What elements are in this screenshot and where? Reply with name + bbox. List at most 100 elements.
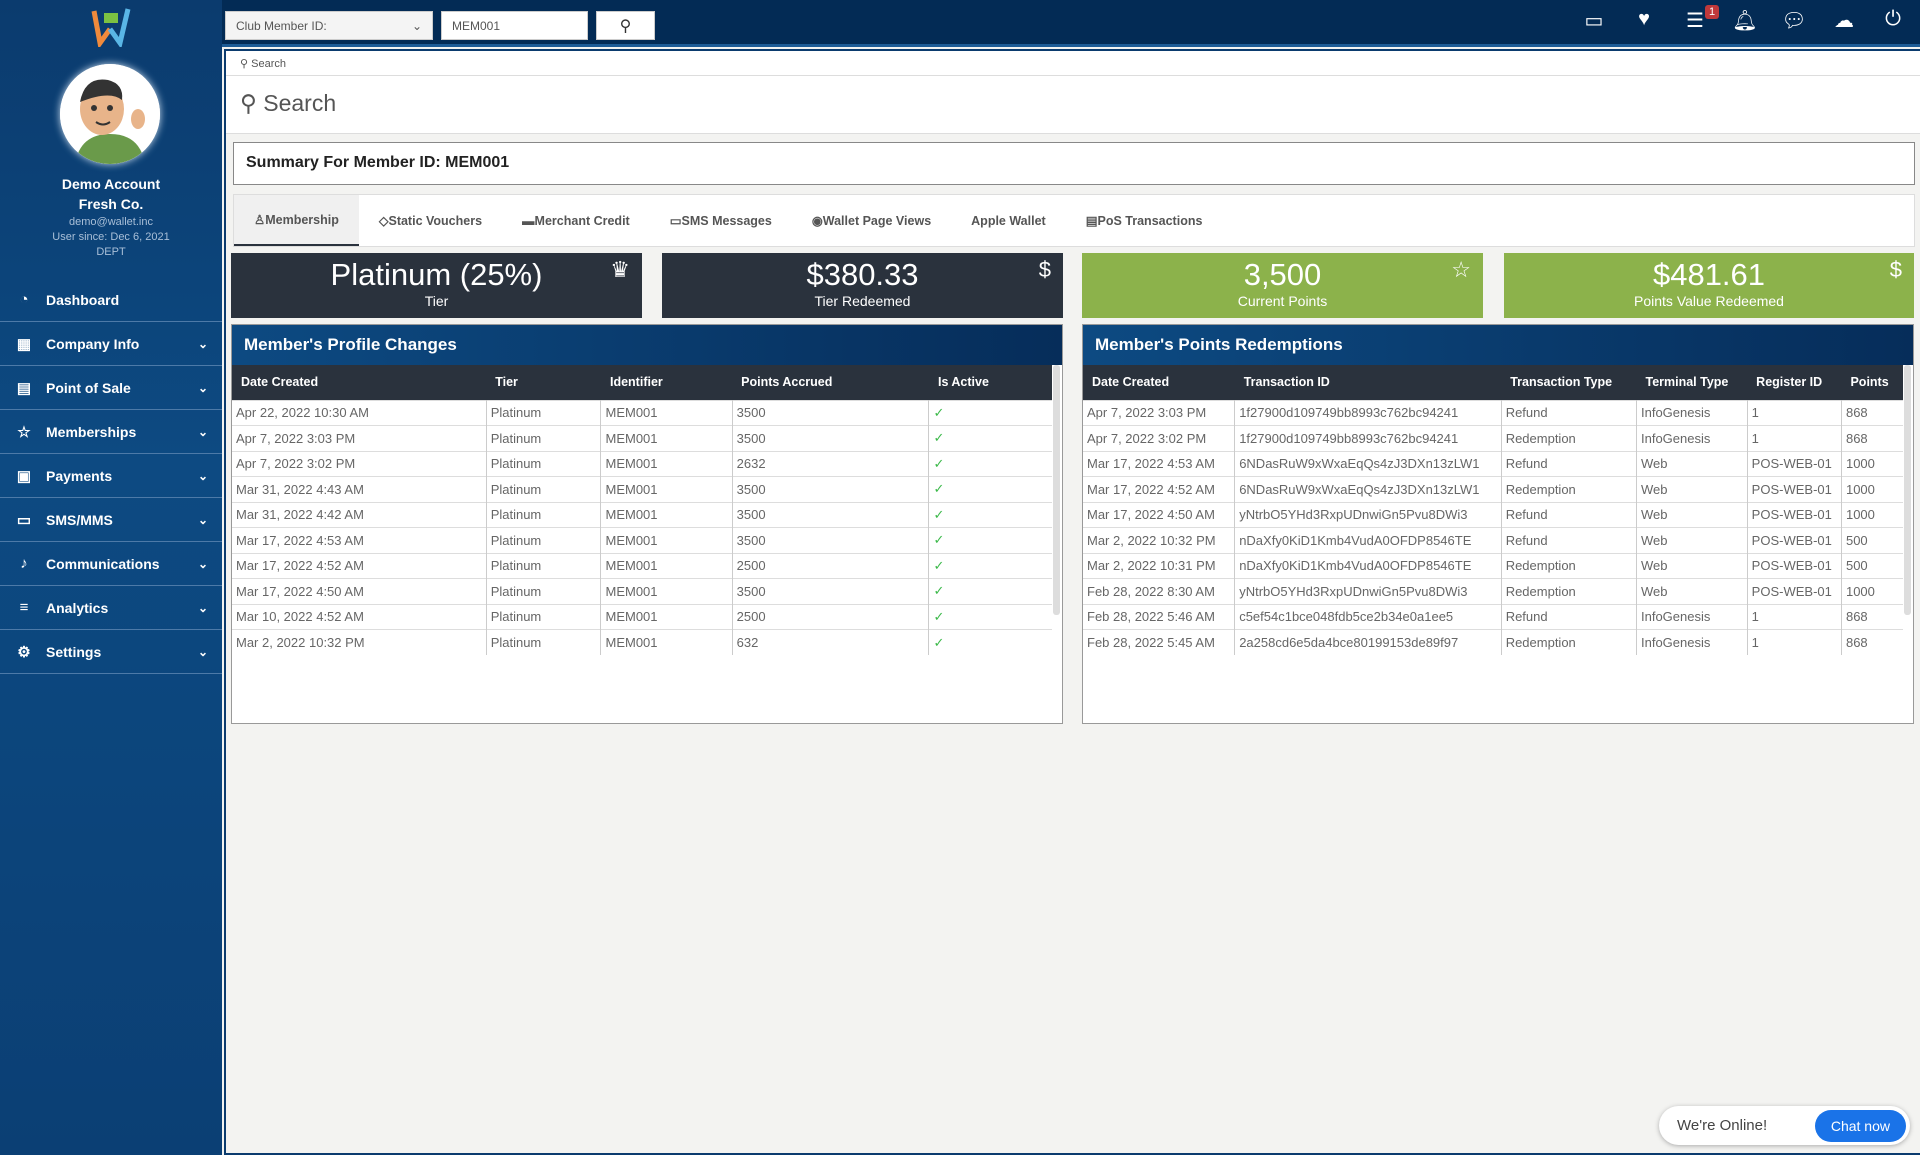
column-header[interactable]: Tier <box>486 365 601 400</box>
table-cell: 6NDasRuW9xWxaEqQs4zJ3DXn13zLW1 <box>1234 476 1502 502</box>
table-cell: Platinum <box>486 450 602 477</box>
table-row[interactable]: Mar 2, 2022 10:32 PM Platinum MEM001 632 ✓ <box>232 629 1052 655</box>
video-icon[interactable]: ▭ <box>1584 10 1604 32</box>
table-cell: Mar 31, 2022 4:42 AM <box>232 501 487 528</box>
column-header[interactable]: Is Active <box>928 365 1052 400</box>
small-search-bar[interactable]: ⚲ Search <box>226 51 1920 76</box>
table-row[interactable]: Mar 17, 2022 4:52 AM 6NDasRuW9xWxaEqQs4zJ… <box>1083 476 1903 502</box>
column-header[interactable]: Transaction ID <box>1234 365 1502 400</box>
avatar[interactable] <box>60 64 160 164</box>
table-cell: MEM001 <box>600 527 733 553</box>
column-header[interactable]: Points <box>1841 365 1903 400</box>
donate-icon[interactable]: ♥ <box>1638 8 1650 30</box>
table-cell: Mar 2, 2022 10:32 PM <box>232 629 487 655</box>
table-row[interactable]: Apr 7, 2022 3:02 PM 1f27900d109749bb8993c… <box>1083 425 1903 451</box>
table-row[interactable]: Feb 28, 2022 5:46 AM c5ef54c1bce048fdb5ce… <box>1083 603 1903 630</box>
column-header[interactable]: Date Created <box>232 365 487 400</box>
table-cell: Platinum <box>486 425 602 451</box>
tasks-icon[interactable]: ☰ <box>1686 10 1704 32</box>
tag-icon: ◇ <box>378 214 389 228</box>
table-row[interactable]: Mar 10, 2022 4:52 AM Platinum MEM001 2500 ✓ <box>232 603 1052 630</box>
printer-icon: ▤ <box>1085 214 1098 228</box>
table-cell: POS-WEB-01 <box>1747 476 1842 502</box>
points-redemptions-table: Date Created Transaction ID Transaction Ty… <box>1083 365 1903 655</box>
microphone-icon: ♪ <box>20 555 28 572</box>
table-row[interactable]: Mar 17, 2022 4:50 AM Platinum MEM001 3500 ✓ <box>232 578 1052 604</box>
member-field-select[interactable]: Club Member ID: ⌄ <box>225 11 433 40</box>
table-cell: Mar 10, 2022 4:52 AM <box>232 603 487 630</box>
table-cell: nDaXfy0KiD1Kmb4VudA0OFDP8546TE <box>1234 552 1502 579</box>
table-cell: 1f27900d109749bb8993c762bc94241 <box>1234 425 1502 451</box>
bell-icon[interactable]: 🔔︎ <box>1732 10 1758 32</box>
column-header[interactable]: Transaction Type <box>1501 365 1637 400</box>
tab-wallet-page-views[interactable]: ◉ Wallet Page Views <box>792 195 951 246</box>
sidebar-item-point-of-sale[interactable]: ▤ Point of Sale ⌄ <box>0 366 222 410</box>
table-row[interactable]: Mar 31, 2022 4:42 AM Platinum MEM001 3500 ✓ <box>232 501 1052 528</box>
cloud-download-icon[interactable]: ☁ <box>1834 10 1854 32</box>
tab-membership[interactable]: ♙ Membership <box>234 195 359 246</box>
tab-pos-transactions[interactable]: ▤ PoS Transactions <box>1066 195 1223 246</box>
column-header[interactable]: Terminal Type <box>1636 365 1748 400</box>
table-row[interactable]: Mar 2, 2022 10:31 PM nDaXfy0KiD1Kmb4VudA0… <box>1083 552 1903 579</box>
table-cell: MEM001 <box>600 450 733 477</box>
table-cell: 2500 <box>732 603 930 630</box>
table-cell: MEM001 <box>600 629 733 655</box>
chevron-down-icon: ⌄ <box>197 424 208 439</box>
sidebar-item-company-info[interactable]: ▦ Company Info ⌄ <box>0 322 222 366</box>
stat-value: 3,500 <box>1243 257 1322 292</box>
table-cell: Platinum <box>486 527 602 553</box>
table-row[interactable]: Mar 17, 2022 4:50 AM yNtrbO5YHd3RxpUDnwiG… <box>1083 501 1903 528</box>
table-row[interactable]: Mar 17, 2022 4:53 AM Platinum MEM001 3500 ✓ <box>232 527 1052 553</box>
table-cell: Redemption <box>1501 476 1637 502</box>
tab-sms-messages[interactable]: ▭ SMS Messages <box>650 195 792 246</box>
tab-apple-wallet[interactable]: Apple Wallet <box>951 195 1066 246</box>
chat-icon: ▭ <box>16 511 32 529</box>
table-row[interactable]: Apr 7, 2022 3:03 PM 1f27900d109749bb8993c… <box>1083 399 1903 426</box>
table-cell: Feb 28, 2022 5:46 AM <box>1083 603 1236 630</box>
table-row[interactable]: Apr 22, 2022 10:30 AM Platinum MEM001 3500 ✓ <box>232 399 1052 426</box>
user-company: Fresh Co. <box>78 196 144 212</box>
sidebar-item-settings[interactable]: ⚙ Settings ⌄ <box>0 630 222 674</box>
table-cell: Web <box>1636 501 1748 528</box>
table-row[interactable]: Apr 7, 2022 3:02 PM Platinum MEM001 2632 ✓ <box>232 450 1052 477</box>
tab-merchant-credit[interactable]: ▬ Merchant Credit <box>502 195 650 246</box>
table-cell: Apr 7, 2022 3:03 PM <box>232 425 487 451</box>
column-header[interactable]: Points Accrued <box>732 365 929 400</box>
table-row[interactable]: Feb 28, 2022 5:45 AM 2a258cd6e5da4bce8019… <box>1083 629 1903 655</box>
sidebar-item-payments[interactable]: ▣ Payments ⌄ <box>0 454 222 498</box>
table-cell: 3500 <box>732 501 930 528</box>
scrollbar[interactable] <box>1904 365 1911 615</box>
chat-now-button[interactable]: Chat now <box>1814 1109 1906 1142</box>
dollar-icon: $ <box>1038 257 1051 282</box>
table-cell: ✓ <box>928 629 1052 655</box>
column-header[interactable]: Identifier <box>600 365 733 400</box>
sidebar-item-memberships[interactable]: ☆ Memberships ⌄ <box>0 410 222 454</box>
table-row[interactable]: Mar 17, 2022 4:53 AM 6NDasRuW9xWxaEqQs4zJ… <box>1083 450 1903 477</box>
table-cell: Platinum <box>486 476 602 502</box>
column-header[interactable]: Date Created <box>1083 365 1235 400</box>
message-icon: ▭ <box>669 214 682 228</box>
table-cell: MEM001 <box>600 399 733 426</box>
sidebar-item-dashboard[interactable]: ◔ Dashboard <box>0 278 222 322</box>
column-header[interactable]: Register ID <box>1747 365 1842 400</box>
wallet-logo[interactable] <box>88 5 134 47</box>
comments-icon[interactable]: 💬︎ <box>1781 10 1807 32</box>
power-icon[interactable]: ⏻ <box>1885 8 1901 30</box>
sidebar-item-analytics[interactable]: ≡ Analytics ⌄ <box>0 586 222 630</box>
table-row[interactable]: Apr 7, 2022 3:03 PM Platinum MEM001 3500 ✓ <box>232 425 1052 451</box>
table-row[interactable]: Mar 31, 2022 4:43 AM Platinum MEM001 3500 ✓ <box>232 476 1052 502</box>
table-row[interactable]: Feb 28, 2022 8:30 AM yNtrbO5YHd3RxpUDnwiG… <box>1083 578 1903 604</box>
table-cell: Platinum <box>486 603 602 630</box>
chevron-down-icon: ⌄ <box>411 18 422 33</box>
search-button[interactable]: ⚲ <box>596 11 655 40</box>
table-cell: Mar 31, 2022 4:43 AM <box>232 476 487 502</box>
table-cell: 500 <box>1841 527 1903 553</box>
table-row[interactable]: Mar 2, 2022 10:32 PM nDaXfy0KiD1Kmb4VudA0… <box>1083 527 1903 553</box>
sidebar-item-sms-mms[interactable]: ▭ SMS/MMS ⌄ <box>0 498 222 542</box>
table-row[interactable]: Mar 17, 2022 4:52 AM Platinum MEM001 2500 ✓ <box>232 552 1052 579</box>
tab-static-vouchers[interactable]: ◇ Static Vouchers <box>359 195 502 246</box>
tab-label: SMS Messages <box>681 213 772 228</box>
scrollbar[interactable] <box>1053 365 1060 615</box>
sidebar-item-communications[interactable]: ♪ Communications ⌄ <box>0 542 222 586</box>
member-search-input[interactable]: MEM001 <box>441 11 588 40</box>
